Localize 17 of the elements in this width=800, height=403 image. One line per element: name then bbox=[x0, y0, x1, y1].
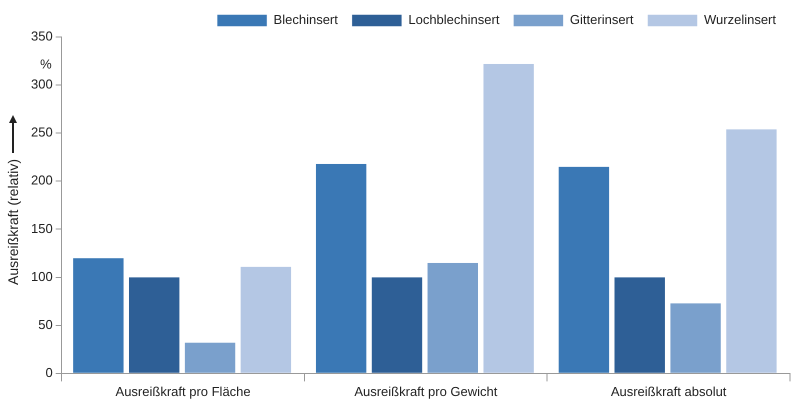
y-axis-title: Ausreißkraft (relativ) bbox=[5, 158, 21, 286]
y-tick-label: 150 bbox=[30, 220, 53, 236]
y-tick-label: 0 bbox=[45, 364, 53, 380]
x-tick-label: Ausreißkraft pro Fläche bbox=[116, 384, 251, 399]
text: % bbox=[40, 56, 52, 72]
y-tick-label: 200 bbox=[30, 172, 53, 188]
legend-label: Wurzelinsert bbox=[704, 12, 776, 28]
y-tick-label: 350 bbox=[30, 28, 53, 44]
legend-label: Gitterinsert bbox=[570, 12, 634, 28]
legend-label: Blechinsert bbox=[274, 12, 338, 28]
x-tick-label: Ausreißkraft pro Gewicht bbox=[354, 384, 498, 399]
y-tick-label: 250 bbox=[30, 124, 53, 140]
y-tick-label: 50 bbox=[38, 316, 53, 332]
y-tick-label: 100 bbox=[30, 268, 53, 284]
y-tick-label: 300 bbox=[30, 76, 53, 92]
legend-label: Lochblechinsert bbox=[408, 12, 500, 28]
x-tick-label: Ausreißkraft absolut bbox=[610, 384, 727, 399]
